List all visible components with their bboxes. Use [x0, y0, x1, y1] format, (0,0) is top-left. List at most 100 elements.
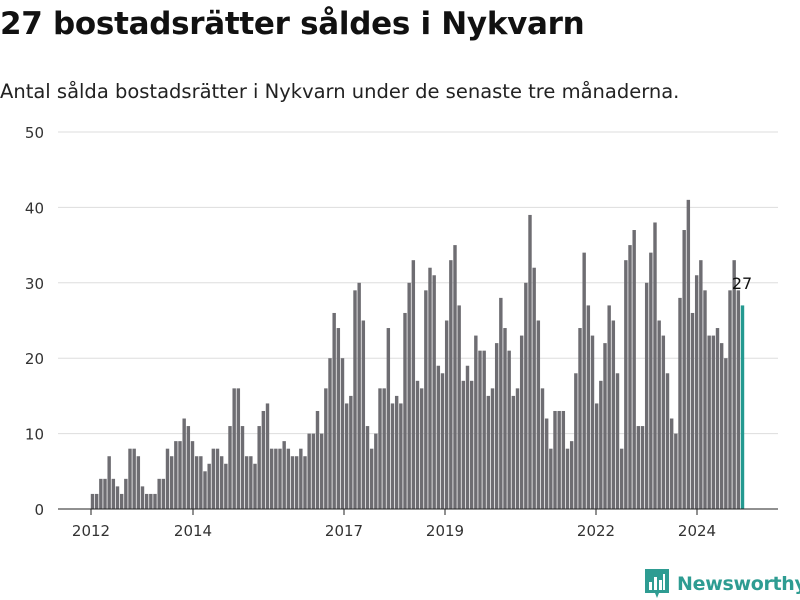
- bar: [503, 328, 507, 509]
- bar: [557, 410, 561, 509]
- bar: [532, 267, 536, 509]
- bar: [386, 328, 391, 509]
- bar: [253, 463, 257, 509]
- bar: [99, 478, 103, 509]
- bar: [361, 320, 366, 509]
- bar: [236, 388, 241, 509]
- bar: [544, 418, 549, 509]
- y-tick-label: 30: [25, 275, 44, 293]
- bar: [594, 403, 599, 509]
- bar: [457, 305, 461, 509]
- x-tick-label: 2012: [72, 522, 110, 540]
- bar: [186, 426, 191, 509]
- bar: [453, 245, 457, 509]
- bar: [340, 358, 345, 509]
- bar: [174, 441, 178, 509]
- bar: [365, 426, 370, 509]
- bar: [90, 493, 95, 509]
- bar: [319, 433, 324, 509]
- x-tick-label: 2014: [174, 522, 212, 540]
- bar: [161, 478, 166, 509]
- bar: [478, 350, 482, 509]
- x-axis-ticks: 2012 2014 2017 2019 2022 2024: [72, 509, 716, 540]
- bar: [499, 297, 503, 509]
- bar: [715, 328, 720, 509]
- bar: [528, 214, 532, 509]
- bar: [578, 328, 582, 509]
- bar: [149, 493, 153, 509]
- bar: [219, 456, 224, 509]
- bar: [165, 448, 170, 509]
- x-tick-label: 2024: [678, 522, 716, 540]
- bar: [415, 380, 420, 509]
- bar: [632, 230, 636, 509]
- bar: [669, 418, 674, 509]
- bar: [590, 335, 595, 509]
- bar: [265, 403, 270, 509]
- bar: [615, 373, 620, 509]
- bar: [424, 290, 428, 509]
- bar: [132, 448, 136, 509]
- bar: [519, 335, 524, 509]
- bar: [144, 493, 149, 509]
- y-axis-ticks: 0 10 20 30 40 50: [25, 124, 44, 519]
- bar: [190, 441, 195, 509]
- bar: [586, 305, 591, 509]
- bar: [403, 312, 407, 509]
- bar: [694, 275, 699, 509]
- bar: [357, 282, 361, 509]
- bar: [382, 388, 386, 509]
- bar: [307, 433, 311, 509]
- bar: [465, 365, 470, 509]
- bar: [228, 426, 232, 509]
- bar: [107, 456, 111, 509]
- bar: [94, 493, 99, 509]
- bar: [282, 441, 286, 509]
- bar: [603, 343, 607, 509]
- bar: [211, 448, 216, 509]
- bar: [690, 312, 695, 509]
- y-tick-label: 10: [25, 426, 44, 444]
- bar: [665, 373, 670, 509]
- bar: [436, 365, 441, 509]
- x-tick-label: 2019: [426, 522, 464, 540]
- bar: [490, 388, 495, 509]
- bar: [469, 380, 474, 509]
- bar: [353, 290, 357, 509]
- bar: [553, 410, 557, 509]
- bar: [565, 448, 570, 509]
- bar: [207, 463, 211, 509]
- bar: [324, 388, 328, 509]
- bar: [157, 478, 161, 509]
- bar: [344, 403, 349, 509]
- bar: [124, 478, 128, 509]
- bar: [703, 290, 707, 509]
- bar: [269, 448, 274, 509]
- bars: [90, 199, 745, 510]
- bar: [153, 493, 157, 509]
- bar: [524, 282, 528, 509]
- y-tick-label: 40: [25, 199, 44, 217]
- bar: [582, 252, 586, 509]
- bar: [536, 320, 541, 509]
- brand-name: Newsworthy: [677, 573, 800, 595]
- bar: [194, 456, 199, 509]
- bar: [719, 343, 724, 509]
- bar: [644, 282, 649, 509]
- bar: [111, 478, 116, 509]
- bar: [378, 388, 382, 509]
- bar: [374, 433, 378, 509]
- bar: [215, 448, 220, 509]
- bar: [707, 335, 711, 509]
- bar: [399, 403, 403, 509]
- bar: [199, 456, 203, 509]
- bar: [619, 448, 624, 509]
- bar: [232, 388, 236, 509]
- bar: [336, 328, 341, 509]
- bar: [369, 448, 374, 509]
- bar: [311, 433, 316, 509]
- bar: [674, 433, 678, 509]
- bar: [449, 260, 453, 509]
- bar: [682, 230, 686, 509]
- bar: [411, 260, 416, 509]
